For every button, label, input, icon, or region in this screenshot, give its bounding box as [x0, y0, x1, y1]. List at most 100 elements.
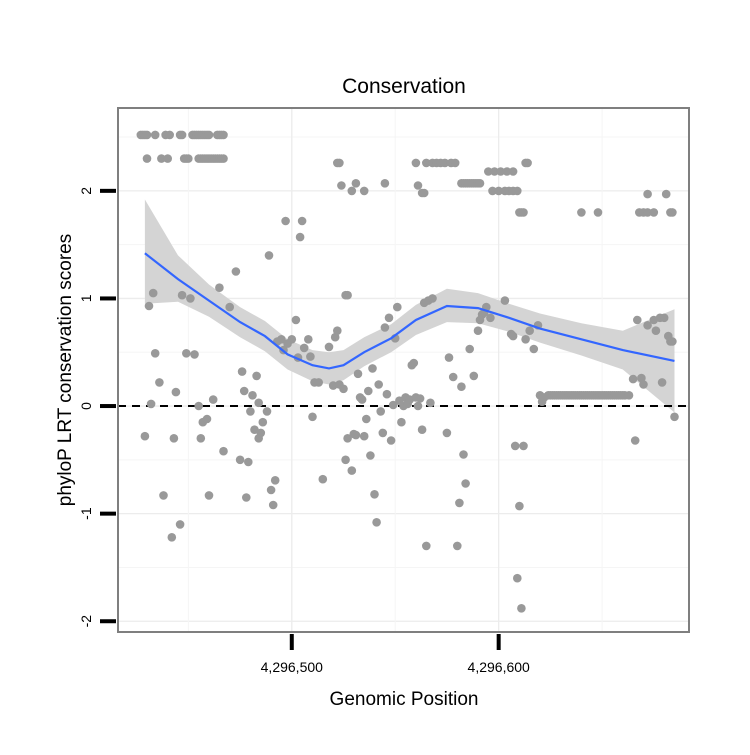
data-point: [359, 431, 369, 441]
data-point: [523, 158, 532, 168]
data-point: [163, 154, 172, 163]
data-point: [428, 294, 437, 303]
data-point: [256, 428, 266, 438]
data-point: [202, 414, 212, 424]
data-point: [670, 412, 679, 422]
data-point: [239, 386, 249, 396]
data-point: [380, 323, 390, 332]
grid-lines: [118, 108, 689, 632]
data-point: [519, 441, 528, 451]
data-point: [384, 313, 394, 323]
data-point: [268, 500, 278, 510]
data-point: [444, 353, 454, 362]
data-point: [297, 216, 307, 226]
data-point: [277, 335, 286, 344]
data-point: [204, 491, 214, 500]
data-point: [351, 179, 361, 188]
axis-ticks: -2 -1 0 1 2 4,296,500 4,296,600: [78, 187, 530, 675]
confidence-band: [144, 199, 675, 413]
data-point: [513, 573, 522, 583]
data-point: [457, 382, 466, 392]
data-point: [521, 335, 530, 344]
data-point: [651, 326, 661, 336]
data-point: [382, 389, 392, 399]
data-point: [258, 417, 268, 427]
data-point: [657, 378, 667, 387]
y-axis-label: phyloP LRT conservation scores: [55, 234, 76, 507]
data-point: [142, 130, 152, 140]
data-point: [370, 490, 379, 499]
data-point: [639, 380, 648, 389]
data-point: [194, 401, 203, 411]
data-point: [484, 167, 493, 176]
data-point: [190, 350, 199, 359]
data-point: [357, 395, 367, 404]
data-point: [266, 485, 276, 495]
data-point: [219, 154, 228, 163]
data-point: [235, 455, 245, 465]
data-point: [287, 335, 297, 344]
data-point: [148, 288, 158, 298]
data-point: [409, 358, 419, 368]
data-point: [372, 518, 381, 527]
data-point: [165, 130, 174, 140]
data-point: [643, 321, 652, 330]
data-point: [475, 179, 485, 188]
data-point: [393, 302, 402, 312]
confidence-band-layer: [144, 199, 675, 413]
data-point: [314, 378, 324, 387]
data-point: [140, 431, 150, 441]
data-point: [415, 394, 425, 403]
data-point: [351, 430, 361, 440]
y-tick-label: 0: [78, 402, 94, 410]
data-point: [254, 398, 263, 408]
data-point: [366, 451, 375, 460]
data-point: [341, 455, 350, 465]
points-layer: [136, 130, 679, 613]
data-point: [306, 352, 315, 361]
data-point: [643, 189, 652, 199]
data-point: [347, 466, 357, 475]
data-point: [630, 436, 640, 445]
data-point: [593, 208, 603, 217]
data-point: [337, 181, 346, 190]
data-point: [246, 407, 255, 416]
data-point: [364, 386, 373, 396]
data-point: [150, 349, 160, 358]
data-point: [459, 450, 468, 459]
data-point: [525, 326, 534, 336]
data-point: [376, 407, 386, 416]
data-point: [177, 130, 187, 140]
data-point: [448, 372, 458, 382]
data-point: [215, 283, 224, 293]
data-point: [196, 434, 206, 443]
data-point: [159, 491, 168, 500]
data-point: [453, 541, 462, 551]
data-point: [378, 428, 388, 438]
data-point: [494, 186, 504, 196]
data-point: [343, 290, 352, 300]
data-point: [167, 533, 177, 542]
data-point: [486, 313, 495, 323]
x-axis-label: Genomic Position: [330, 689, 479, 710]
data-point: [374, 380, 384, 389]
data-point: [333, 326, 342, 336]
data-point: [529, 344, 539, 354]
data-point: [359, 186, 369, 196]
data-point: [262, 407, 272, 416]
data-point: [465, 344, 475, 354]
data-point: [264, 251, 274, 260]
y-tick-label: -1: [78, 507, 94, 520]
data-point: [281, 216, 290, 226]
data-point: [508, 331, 518, 341]
data-point: [270, 476, 280, 485]
data-point: [440, 158, 450, 168]
data-point: [500, 296, 510, 305]
data-point: [490, 167, 499, 176]
data-point: [343, 434, 352, 443]
data-point: [413, 181, 423, 190]
data-point: [318, 474, 328, 484]
data-point: [519, 208, 528, 217]
data-point: [146, 399, 156, 409]
